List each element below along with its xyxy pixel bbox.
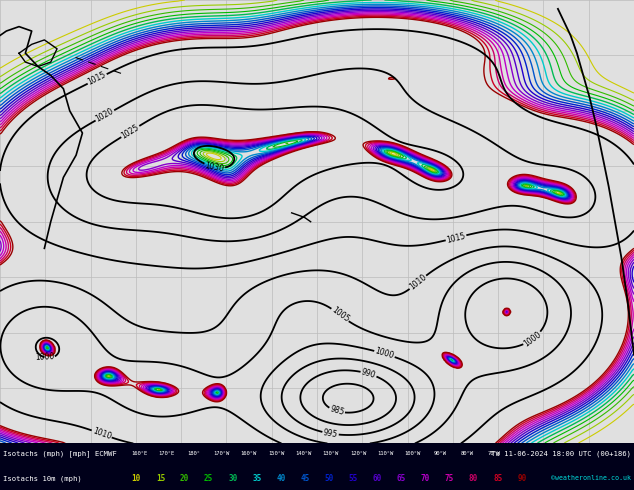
Text: 1025: 1025 — [120, 122, 141, 141]
Text: Isotachs (mph) [mph] ECMWF: Isotachs (mph) [mph] ECMWF — [3, 450, 117, 457]
Text: 75: 75 — [445, 474, 454, 483]
Text: 1015: 1015 — [446, 231, 467, 245]
Text: 180°: 180° — [188, 451, 200, 456]
Text: 120°W: 120°W — [350, 451, 366, 456]
Text: 85: 85 — [493, 474, 502, 483]
Text: 50: 50 — [325, 474, 333, 483]
Text: 160°W: 160°W — [240, 451, 257, 456]
Text: 1030: 1030 — [204, 161, 225, 173]
Text: 90: 90 — [517, 474, 526, 483]
Text: 160°E: 160°E — [131, 451, 148, 456]
Text: Tu 11-06-2024 18:00 UTC (00+186): Tu 11-06-2024 18:00 UTC (00+186) — [491, 450, 631, 457]
Text: 110°W: 110°W — [377, 451, 394, 456]
Text: 70°W: 70°W — [488, 451, 501, 456]
Text: Isotachs 10m (mph): Isotachs 10m (mph) — [3, 475, 82, 482]
Text: 40: 40 — [276, 474, 285, 483]
Text: 150°W: 150°W — [268, 451, 284, 456]
Text: 985: 985 — [328, 405, 345, 417]
Text: 1010: 1010 — [91, 426, 112, 441]
Text: 30: 30 — [228, 474, 237, 483]
Text: 995: 995 — [323, 428, 339, 439]
Text: 10: 10 — [132, 474, 141, 483]
Text: 990: 990 — [360, 368, 377, 380]
Text: 140°W: 140°W — [295, 451, 311, 456]
Text: 35: 35 — [252, 474, 261, 483]
Text: 25: 25 — [204, 474, 213, 483]
Text: 60: 60 — [373, 474, 382, 483]
Text: 80°W: 80°W — [461, 451, 474, 456]
Text: 70: 70 — [421, 474, 430, 483]
Text: 100°W: 100°W — [404, 451, 421, 456]
Text: 55: 55 — [349, 474, 358, 483]
Text: 1020: 1020 — [94, 107, 115, 124]
Text: 170°W: 170°W — [213, 451, 230, 456]
Text: 45: 45 — [301, 474, 309, 483]
Text: 65: 65 — [397, 474, 406, 483]
Text: 20: 20 — [180, 474, 189, 483]
Text: 1000: 1000 — [35, 352, 55, 362]
Text: 1010: 1010 — [408, 273, 428, 292]
Text: 90°W: 90°W — [434, 451, 446, 456]
Text: 80: 80 — [469, 474, 478, 483]
Text: 130°W: 130°W — [323, 451, 339, 456]
Text: 1015: 1015 — [87, 71, 108, 87]
Text: 170°E: 170°E — [158, 451, 175, 456]
Text: 1000: 1000 — [522, 330, 543, 348]
Text: 1005: 1005 — [330, 306, 351, 324]
Text: 15: 15 — [156, 474, 165, 483]
Text: 1000: 1000 — [374, 347, 395, 361]
Text: ©weatheronline.co.uk: ©weatheronline.co.uk — [551, 475, 631, 481]
